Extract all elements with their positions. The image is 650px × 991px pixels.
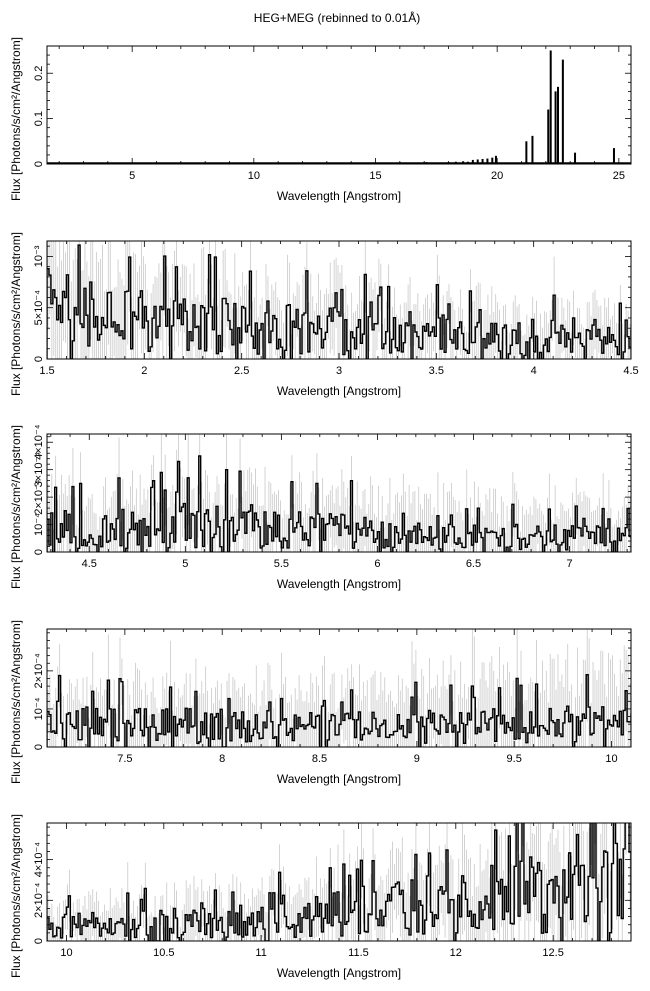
x-tick-label: 7 (566, 558, 572, 570)
x-axis-label: Wavelength [Angstrom] (277, 384, 401, 398)
x-tick-label: 5 (129, 170, 135, 182)
x-tick-label: 12.5 (542, 947, 563, 959)
y-axis-label: Flux [Photons/s/cm²/Angstrom] (9, 37, 23, 201)
x-tick-label: 9.5 (507, 753, 522, 765)
x-tick-label: 10 (605, 753, 617, 765)
y-axis-label: Flux [Photons/s/cm²/Angstrom] (9, 620, 23, 784)
x-tick-label: 8.5 (312, 753, 327, 765)
y-tick-label: 0 (33, 938, 45, 944)
plot-frame (46, 240, 632, 360)
x-axis-label: Wavelength [Angstrom] (277, 189, 401, 203)
x-tick-label: 11 (255, 947, 266, 959)
flux-histogram (47, 244, 631, 359)
y-tick-label: 0.1 (33, 111, 45, 126)
x-tick-label: 5 (182, 558, 188, 570)
chart-panel-5: 10 10.5 11 11.5 12 12.5 0 2×10⁻⁴ 4×10⁻⁴ Wavelengt… (9, 814, 632, 980)
y-tick-label: 2×10⁻⁴ (33, 882, 45, 918)
x-tick-label: 4.5 (82, 558, 97, 570)
x-tick-label: 6 (374, 558, 380, 570)
x-tick-label: 25 (613, 170, 625, 182)
data-marks (47, 629, 631, 747)
x-tick-label: 10 (248, 170, 260, 182)
x-tick-label: 3 (336, 365, 342, 377)
chart-panel-1: 5 10 15 20 25 0 0.1 0.2 Wavelength [Angstrom] Flu… (9, 37, 632, 203)
figure-title: HEG+MEG (rebinned to 0.01Å) (254, 10, 420, 25)
y-tick-label: 4×10⁻⁴ (33, 424, 45, 460)
x-tick-label: 10.5 (153, 947, 174, 959)
flux-histogram (47, 455, 631, 552)
y-tick-label: 0 (33, 744, 45, 750)
x-tick-label: 11.5 (348, 947, 369, 959)
y-axis-label: Flux [Photons/s/cm²/Angstrom] (9, 425, 23, 589)
x-tick-label: 12 (450, 947, 462, 959)
flux-histogram (47, 673, 631, 747)
y-tick-label: 2×10⁻⁴ (33, 479, 45, 515)
chart-panel-3: 4.5 5 5.5 6 6.5 7 0 10⁻⁴2×10⁻⁴3×10⁻⁴4×10⁻⁴ Wavel… (9, 424, 632, 591)
y-tick-label: 3×10⁻⁴ (33, 452, 45, 488)
y-tick-label: 5×10⁻⁴ (33, 290, 45, 326)
data-marks (47, 50, 631, 164)
y-tick-label: 4×10⁻⁴ (33, 842, 45, 878)
data-marks (47, 241, 631, 359)
y-tick-label: 0 (33, 549, 45, 555)
x-tick-label: 10 (60, 947, 72, 959)
x-tick-label: 7.5 (117, 753, 132, 765)
x-tick-label: 20 (491, 170, 503, 182)
chart-panel-2: 1.5 2 2.5 3 3.5 4 4.5 0 5×10⁻⁴ 10⁻³ Wavelength [An… (9, 232, 639, 398)
data-marks (47, 823, 631, 941)
x-tick-label: 4.5 (623, 365, 638, 377)
y-tick-label: 10⁻⁴ (33, 697, 45, 720)
chart-panel-4: 7.5 8 8.5 9 9.5 10 0 10⁻⁴ 2×10⁻⁴ Wavelength [Angs… (9, 620, 632, 786)
x-tick-label: 3.5 (429, 365, 444, 377)
x-tick-label: 5.5 (274, 558, 289, 570)
y-axis-label: Flux [Photons/s/cm²/Angstrom] (9, 232, 23, 396)
y-tick-label: 2×10⁻⁴ (33, 653, 45, 689)
y-tick-label: 0.2 (33, 66, 45, 81)
flux-histogram (47, 823, 631, 941)
y-tick-label: 0 (33, 161, 45, 167)
x-axis-label: Wavelength [Angstrom] (277, 966, 401, 980)
y-tick-label: 10⁻⁴ (33, 513, 45, 536)
plot-frame (46, 45, 632, 165)
x-tick-label: 8 (219, 753, 225, 765)
data-marks (47, 434, 631, 552)
x-tick-label: 2 (141, 365, 147, 377)
x-tick-label: 6.5 (466, 558, 481, 570)
x-tick-label: 15 (369, 170, 381, 182)
x-axis-label: Wavelength [Angstrom] (277, 772, 401, 786)
x-tick-label: 9 (414, 753, 420, 765)
x-tick-label: 1.5 (39, 365, 54, 377)
y-tick-label: 0 (33, 356, 45, 362)
x-axis-label: Wavelength [Angstrom] (277, 577, 401, 591)
x-tick-label: 2.5 (234, 365, 249, 377)
y-axis-label: Flux [Photons/s/cm²/Angstrom] (9, 814, 23, 978)
x-tick-label: 4 (531, 365, 537, 377)
y-tick-label: 10⁻³ (33, 245, 45, 267)
